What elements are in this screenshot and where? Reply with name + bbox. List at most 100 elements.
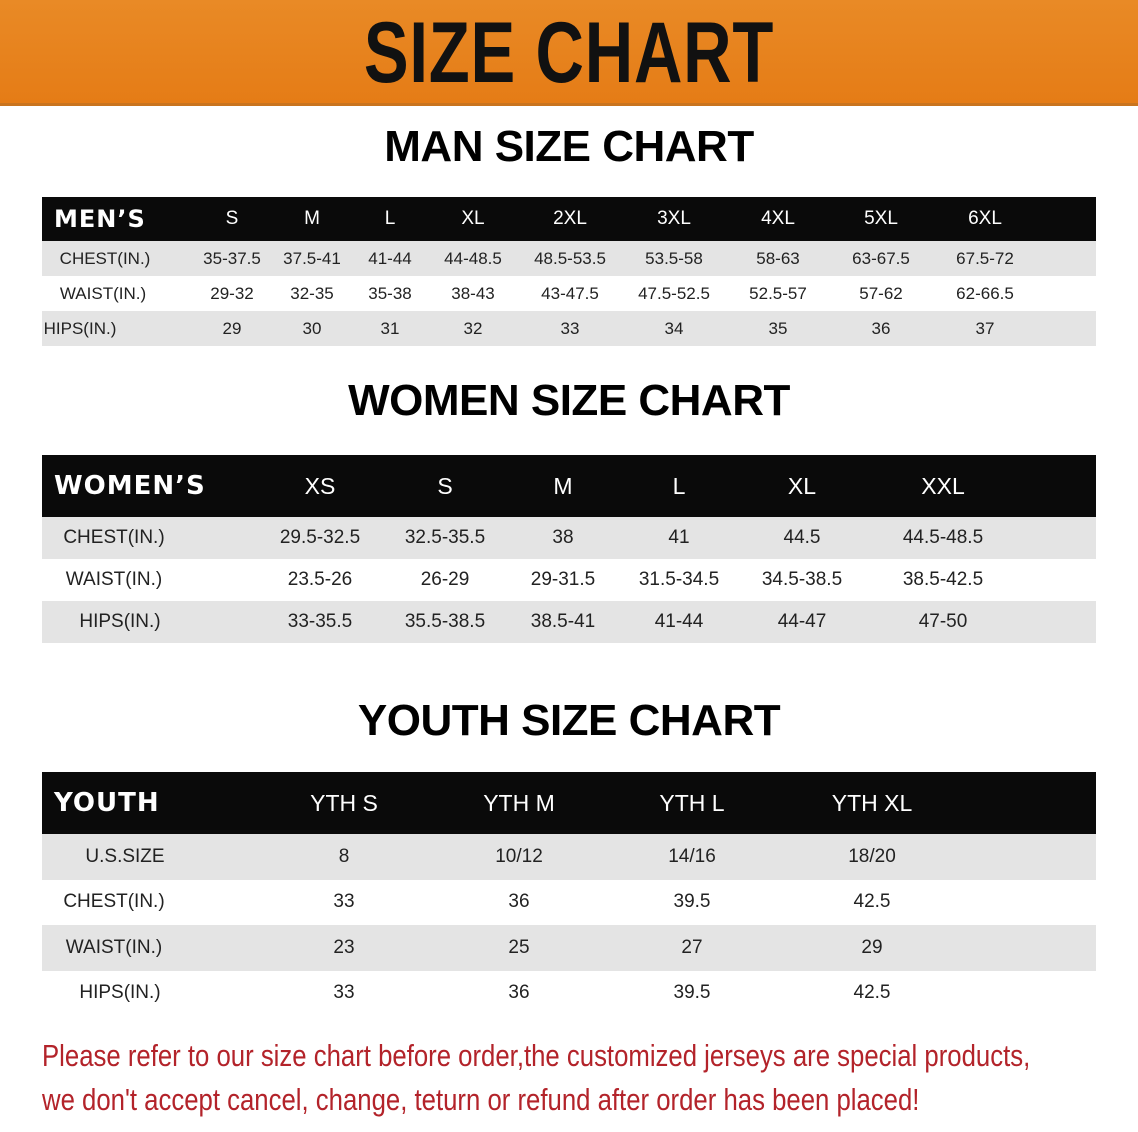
measurement-cell: 23	[333, 936, 355, 958]
measurement-cell: 36	[871, 318, 891, 338]
measurement-cell: 31.5-34.5	[638, 569, 720, 590]
measurement-cell: 39.5	[673, 891, 711, 913]
measurement-cell: 33	[333, 982, 355, 1004]
table-row: WAIST(IN.) 29-32 32-35 35-38 38-43 43-47.5 47.…	[42, 276, 1096, 311]
size-header: YTH XL	[831, 789, 913, 816]
size-header: S	[437, 472, 453, 499]
table-row: CHEST(IN.) 35-37.5 37.5-41 41-44 44-48.5 48.5…	[42, 241, 1096, 276]
size-header: 6XL	[968, 208, 1002, 229]
measurement-cell: 37.5-41	[283, 248, 341, 268]
measurement-cell: 29	[861, 936, 883, 958]
size-header: 3XL	[657, 208, 691, 229]
size-header: 2XL	[553, 208, 587, 229]
measurement-cell: 35.5-38.5	[404, 611, 486, 632]
measurement-cell: 39.5	[673, 982, 711, 1004]
measurement-cell: 8	[338, 845, 350, 867]
measurement-cell: 38-43	[451, 283, 495, 303]
size-header: 5XL	[864, 208, 898, 229]
size-header: S	[225, 208, 239, 229]
table-row: HIPS(IN.) 33-35.5 35.5-38.5 38.5-41 41-44 44-…	[42, 601, 1096, 643]
header-label: WOMEN’S	[54, 471, 206, 501]
row-label: HIPS(IN.)	[79, 982, 161, 1004]
row-label: WAIST(IN.)	[65, 936, 163, 958]
table-header-row: WOMEN’S XS S M L XL XXL	[42, 455, 1096, 517]
measurement-cell: 47.5-52.5	[638, 283, 710, 303]
size-header: 4XL	[761, 208, 795, 229]
measurement-cell: 47-50	[918, 611, 968, 632]
table-row: WAIST(IN.) 23.5-26 26-29 29-31.5 31.5-34.5 34…	[42, 559, 1096, 601]
youth-title: YOUTH SIZE CHART	[357, 696, 781, 745]
banner: SIZE CHART	[0, 0, 1138, 106]
table-header-row: YOUTH YTH S YTH M YTH L YTH XL	[42, 772, 1096, 834]
header-label: MEN’S	[54, 205, 146, 233]
measurement-cell: 38.5-41	[530, 611, 596, 632]
measurement-cell: 63-67.5	[852, 248, 910, 268]
measurement-cell: 36	[508, 891, 530, 913]
measurement-cell: 37	[975, 318, 995, 338]
note-line-1: Please refer to our size chart before or…	[42, 1038, 1031, 1073]
row-label: U.S.SIZE	[85, 845, 165, 867]
measurement-cell: 42.5	[853, 891, 891, 913]
men-title: MAN SIZE CHART	[384, 122, 754, 171]
measurement-cell: 62-66.5	[956, 283, 1014, 303]
measurement-cell: 29	[222, 318, 242, 338]
row-label: WAIST(IN.)	[65, 569, 163, 590]
table-row: HIPS(IN.) 33 36 39.5 42.5	[42, 970, 1096, 1016]
measurement-cell: 57-62	[859, 283, 903, 303]
measurement-cell: 35	[768, 318, 788, 338]
size-header: YTH L	[659, 789, 725, 816]
women-title: WOMEN SIZE CHART	[348, 376, 790, 425]
measurement-cell: 30	[302, 318, 322, 338]
measurement-cell: 32-35	[290, 283, 334, 303]
measurement-cell: 42.5	[853, 982, 891, 1004]
banner-title: SIZE CHART	[363, 5, 775, 101]
measurement-cell: 25	[508, 936, 530, 958]
measurement-cell: 44-47	[777, 611, 827, 632]
measurement-cell: 33	[333, 891, 355, 913]
measurement-cell: 27	[681, 936, 703, 958]
measurement-cell: 33-35.5	[287, 611, 353, 632]
header-label: YOUTH	[54, 788, 160, 818]
measurement-cell: 26-29	[420, 569, 470, 590]
measurement-cell: 43-47.5	[541, 283, 599, 303]
size-header: XL	[787, 472, 817, 499]
measurement-cell: 52.5-57	[749, 283, 807, 303]
table-row: WAIST(IN.) 23 25 27 29	[42, 925, 1096, 971]
table-row: CHEST(IN.) 29.5-32.5 32.5-35.5 38 41 44.5 44.5…	[42, 517, 1096, 559]
measurement-cell: 29.5-32.5	[279, 527, 361, 548]
measurement-cell: 34	[664, 318, 684, 338]
row-label: WAIST(IN.)	[59, 283, 147, 303]
size-header: YTH S	[310, 789, 378, 816]
size-header: M	[304, 208, 320, 229]
measurement-cell: 10/12	[495, 845, 543, 867]
measurement-cell: 41-44	[654, 611, 704, 632]
measurement-cell: 29-31.5	[530, 569, 596, 590]
row-label: HIPS(IN.)	[43, 318, 117, 338]
measurement-cell: 18/20	[848, 845, 896, 867]
measurement-cell: 44.5	[783, 527, 821, 548]
size-header: YTH M	[483, 789, 555, 816]
size-header: M	[553, 472, 573, 499]
measurement-cell: 53.5-58	[645, 248, 703, 268]
table-row: HIPS(IN.) 29 30 31 32 33 34 35 36 37	[42, 311, 1096, 346]
measurement-cell: 29-32	[210, 283, 254, 303]
measurement-cell: 48.5-53.5	[534, 248, 606, 268]
size-header: XL	[461, 208, 485, 229]
size-header: L	[672, 472, 686, 499]
measurement-cell: 44-48.5	[444, 248, 502, 268]
table-row: CHEST(IN.) 33 36 39.5 42.5	[42, 879, 1096, 925]
measurement-cell: 32	[463, 318, 483, 338]
size-header: L	[384, 208, 396, 229]
measurement-cell: 41-44	[368, 248, 412, 268]
row-label: CHEST(IN.)	[63, 527, 165, 548]
row-label: CHEST(IN.)	[63, 891, 165, 913]
measurement-cell: 67.5-72	[956, 248, 1014, 268]
size-header: XXL	[921, 472, 965, 499]
measurement-cell: 36	[508, 982, 530, 1004]
measurement-cell: 23.5-26	[287, 569, 353, 590]
note-line-2: we don't accept cancel, change, teturn o…	[42, 1082, 920, 1117]
measurement-cell: 44.5-48.5	[902, 527, 984, 548]
measurement-cell: 38	[552, 527, 574, 548]
measurement-cell: 34.5-38.5	[761, 569, 843, 590]
